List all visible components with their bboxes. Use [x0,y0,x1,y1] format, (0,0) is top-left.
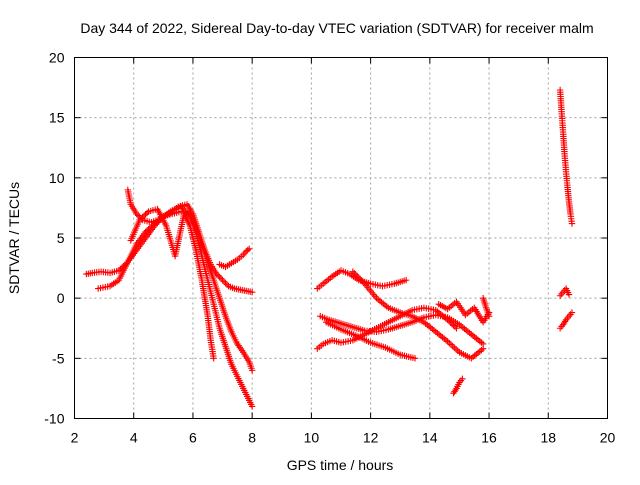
data-point [223,281,231,288]
series-arc-14 [556,86,576,227]
y-tick-label: -10 [44,411,64,427]
y-tick-label: 5 [57,230,65,246]
data-point [213,270,220,278]
data-point [351,269,358,277]
data-point [568,220,576,227]
grid-lines [74,57,608,419]
data-point [134,212,142,219]
chart-title: Day 344 of 2022, Sidereal Day-to-day VTE… [80,20,593,36]
data-point [360,279,367,286]
data-point [411,355,419,362]
data-point [143,227,151,234]
y-tick-label: 20 [49,50,65,66]
data-point [248,403,256,410]
data-point [565,291,573,298]
y-tick-labels: -10 -5 0 5 10 15 20 [44,50,64,427]
y-tick-label: 10 [49,170,65,186]
data-point [220,278,228,285]
x-tick-label: 8 [248,430,256,446]
x-tick-label: 12 [363,430,379,446]
data-point [142,228,149,236]
x-tick-label: 10 [304,430,320,446]
data-point [139,213,146,221]
series-arc-16 [556,285,573,299]
y-tick-label: 0 [57,290,65,306]
x-tick-label: 16 [481,430,497,446]
series-arc-11 [435,298,493,326]
data-point [140,212,148,219]
x-tick-label: 18 [540,430,556,446]
data-point [485,313,493,320]
data-point [137,215,145,222]
data-point [133,210,140,218]
series-arc-5 [216,245,253,271]
series-arc-4 [127,205,217,362]
x-tick-label: 2 [71,430,79,446]
series-arc-2 [94,208,256,374]
data-point [217,275,225,282]
series-arc-9 [349,268,487,362]
data-point [136,216,143,224]
data-point [143,209,151,217]
data-point [479,345,487,352]
data-point [248,367,256,374]
data-point [453,325,460,332]
x-tick-label: 4 [130,430,138,446]
data-point [214,272,222,279]
data-point [145,225,152,233]
data-points [83,86,576,410]
axis-ticks [74,57,608,419]
series-arc-3 [124,186,256,296]
x-axis-label: GPS time / hours [287,457,394,473]
data-point [349,268,357,275]
x-tick-label: 6 [189,430,197,446]
data-point [402,276,410,284]
data-point [222,279,229,287]
data-point [244,246,251,254]
series-arc-10 [322,319,419,362]
data-point [216,273,223,281]
series-arc-12 [450,375,466,397]
data-point [246,245,253,253]
data-point [248,288,256,296]
data-point [146,224,154,231]
data-point [352,271,360,278]
y-tick-label: -5 [52,350,65,366]
data-point [354,273,361,280]
x-tick-label: 14 [422,430,438,446]
data-point [219,276,226,284]
x-tick-labels: 2 4 6 8 10 12 14 16 18 20 [71,430,616,446]
series-arc-13 [479,294,493,320]
data-point [358,277,365,284]
data-point [210,355,217,362]
x-tick-label: 20 [600,430,616,446]
data-point [459,375,466,382]
series-arc-15 [556,309,576,332]
data-point [142,211,149,218]
y-tick-label: 15 [49,110,65,126]
data-point [355,274,362,281]
data-point [357,276,364,283]
y-axis-label: SDTVAR / TECUs [6,182,22,294]
data-point [568,309,576,316]
